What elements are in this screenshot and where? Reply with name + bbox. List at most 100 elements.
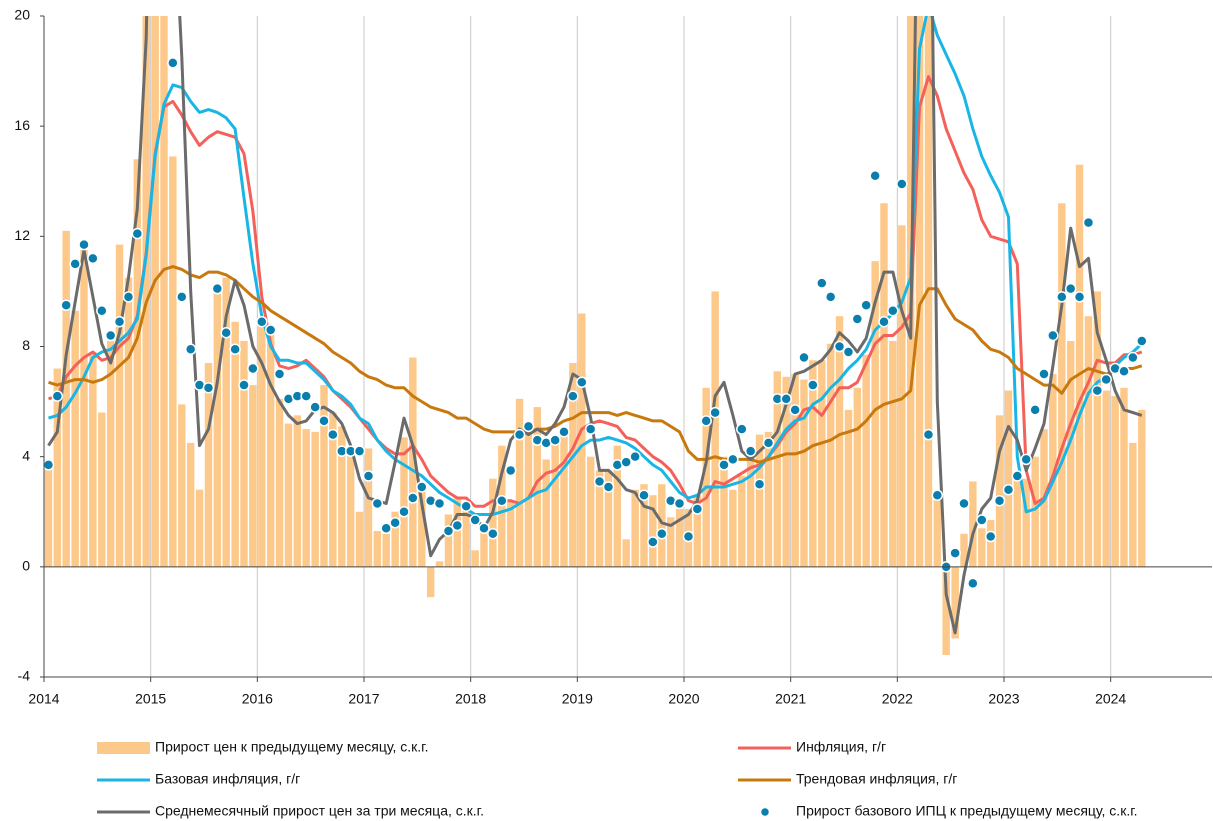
point (371, 497, 384, 510)
point (887, 304, 899, 317)
bar (791, 374, 799, 567)
point (353, 445, 366, 457)
bar (311, 431, 319, 567)
point (273, 368, 286, 380)
line (48, 265, 1143, 464)
point (104, 329, 117, 342)
point (478, 522, 490, 535)
bar (933, 495, 942, 567)
point (1047, 329, 1059, 342)
bar (275, 398, 284, 567)
bar (435, 561, 444, 567)
y-tick-label: 4 (22, 447, 30, 463)
point (1064, 282, 1077, 295)
bar (951, 566, 959, 639)
point (416, 481, 428, 493)
point (256, 315, 268, 328)
point (131, 227, 144, 240)
bar (942, 566, 950, 655)
bar (738, 475, 746, 567)
x-tick-label: 2024 (1095, 691, 1126, 707)
point (1011, 470, 1024, 482)
point (1073, 291, 1086, 303)
bar (622, 539, 630, 567)
point (487, 528, 499, 540)
bar (764, 431, 773, 567)
point (949, 547, 961, 559)
point (851, 313, 864, 325)
bar (151, 16, 159, 567)
bar (409, 357, 417, 567)
y-tick-label: 8 (22, 337, 30, 353)
bar (489, 478, 497, 567)
bar (773, 371, 782, 567)
x-tick-label: 2017 (348, 691, 379, 707)
bar (826, 343, 835, 567)
point (1118, 365, 1130, 378)
point (1029, 404, 1041, 416)
bar (453, 497, 462, 567)
point (691, 503, 704, 515)
line (47, 16, 1143, 635)
bar (418, 486, 426, 567)
bar (222, 277, 230, 567)
bar (782, 376, 790, 567)
point (389, 517, 401, 529)
point (264, 324, 277, 336)
y-tick-label: 12 (14, 227, 30, 243)
x-tick-label: 2023 (988, 691, 1019, 707)
point (513, 428, 526, 441)
bar (889, 340, 897, 567)
bar (1129, 442, 1137, 567)
point (593, 475, 606, 488)
bar (213, 291, 222, 567)
bar (595, 470, 604, 567)
point (309, 401, 321, 413)
point (709, 406, 721, 419)
bar (178, 404, 186, 567)
bar (658, 484, 666, 567)
point (1002, 483, 1015, 496)
line (48, 75, 1143, 508)
point (238, 379, 250, 391)
point (176, 291, 188, 303)
point (60, 299, 72, 311)
point (1038, 368, 1050, 380)
point (798, 351, 810, 364)
legend-swatch (759, 806, 771, 818)
point (620, 456, 632, 468)
point (300, 390, 312, 402)
legend-item: Трендовая инфляция, г/г (738, 771, 957, 787)
point (1082, 216, 1095, 229)
point (567, 390, 579, 402)
point (184, 343, 197, 356)
bar (53, 368, 62, 567)
bar (293, 415, 302, 567)
point (922, 428, 935, 441)
bar (551, 442, 559, 567)
legend-item: Среднемесячный прирост цен за три месяца… (97, 803, 484, 819)
bar (818, 360, 826, 567)
bar (391, 511, 399, 567)
point (69, 258, 81, 270)
point (433, 497, 446, 510)
x-tick-label: 2018 (455, 691, 486, 707)
point (442, 525, 455, 537)
bar (702, 387, 710, 567)
bar (133, 159, 142, 567)
point (504, 464, 517, 477)
grid (150, 16, 1112, 677)
bar (382, 533, 390, 567)
point (469, 514, 481, 526)
bar (160, 16, 168, 567)
bar (462, 506, 470, 567)
bar (249, 385, 257, 567)
y-tick-label: 20 (14, 7, 30, 23)
bar (666, 517, 675, 567)
point (96, 304, 108, 317)
point (931, 489, 944, 501)
bar (266, 329, 275, 567)
bar (1022, 478, 1030, 567)
point (700, 415, 712, 427)
point (1100, 373, 1112, 386)
